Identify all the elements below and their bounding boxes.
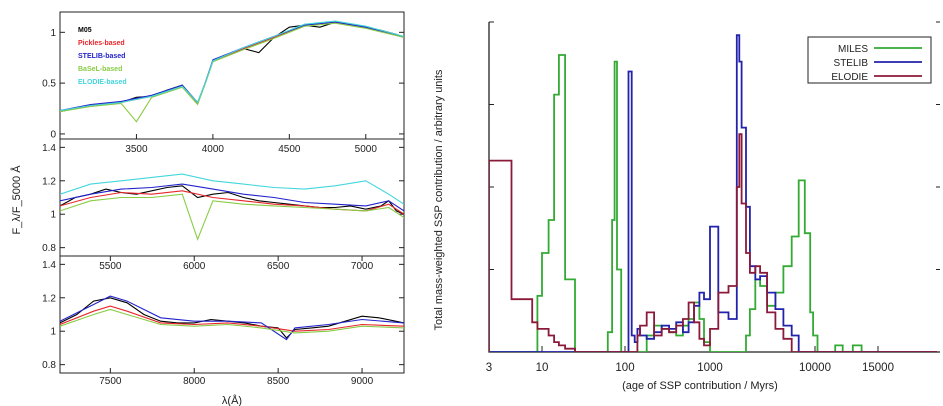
legend-entry-basel: BaSeL-based xyxy=(78,66,122,73)
legend-entry-elodie-hist: ELODIE xyxy=(831,72,868,83)
spectrum-line-basel-based xyxy=(60,193,404,241)
spectra-x-tick-label: 5000 xyxy=(355,144,378,155)
spectrum-line-elodie-based xyxy=(60,173,404,205)
spectra-x-tick-label: 5500 xyxy=(99,261,122,272)
spectra-y-tick-label: 0 xyxy=(50,129,56,140)
legend-entry-pickles: Pickles-based xyxy=(78,40,125,47)
spectra-y-tick-label: 1.2 xyxy=(42,176,56,187)
spectra-y-tick-label: 0.8 xyxy=(42,360,56,371)
spectrum-line-stelib-based xyxy=(60,295,404,341)
spectra-y-tick-label: 0.5 xyxy=(42,79,56,90)
spectra-x-tick-label: 6500 xyxy=(267,261,290,272)
histogram-y-axis-label: Total mass-weighted SSP contribution / a… xyxy=(433,69,445,330)
spectra-subplot-middle-frame xyxy=(59,138,405,257)
spectrum-line-pickles-based xyxy=(60,305,404,332)
legend-entry-miles: MILES xyxy=(838,44,868,55)
spectra-x-tick-label: 4500 xyxy=(278,144,301,155)
spectrum-line-m05 xyxy=(60,297,404,339)
spectra-x-tick-label: 6000 xyxy=(183,261,206,272)
histogram-series xyxy=(489,34,937,352)
spectra-x-tick-label: 9000 xyxy=(351,376,374,387)
spectra-x-tick-label: 4000 xyxy=(202,144,225,155)
histogram-x-axis-label: (age of SSP contribution / Myrs) xyxy=(622,380,778,392)
legend-entry-m05: M05 xyxy=(78,27,92,34)
spectra-y-tick-label: 1 xyxy=(50,210,56,221)
spectra-x-tick-label: 7000 xyxy=(351,261,374,272)
spectra-y-tick-label: 1.4 xyxy=(42,143,56,154)
spectra-y-tick-label: 1 xyxy=(50,28,56,39)
histogram-line-stelib xyxy=(489,34,937,352)
histogram-x-tick-label: 10000 xyxy=(799,362,831,374)
spectra-x-tick-label: 8500 xyxy=(267,376,290,387)
ssp-histogram-panel: 3 10 100 1000 10000 15000 MILES STELIB ELODIE… xyxy=(433,21,940,392)
legend-entry-elodie: ELODIE-based xyxy=(78,79,127,86)
spectra-panel: 3500 4000 4500 5000 0 0.5 1 0.8 1 1.2 1.4 5500 6000 6… xyxy=(10,11,405,406)
legend-entry-stelib: STELIB-based xyxy=(78,53,125,60)
spectrum-line-stelib-based xyxy=(60,183,404,212)
spectrum-line-elodie-based xyxy=(60,20,404,112)
histogram-line-elodie xyxy=(489,133,937,352)
spectra-subplot-bottom-frame xyxy=(59,255,405,374)
legend-entry-stelib-hist: STELIB xyxy=(834,58,869,69)
spectra-x-tick-label: 3500 xyxy=(125,144,148,155)
histogram-x-tick-label: 10 xyxy=(536,362,549,374)
spectra-x-axis-label: λ(Å) xyxy=(222,394,242,406)
spectra-y-tick-label: 1.4 xyxy=(42,260,56,271)
spectra-y-axis-label: F_λ/F_5000 Å xyxy=(10,165,23,235)
spectra-y-tick-label: 1.2 xyxy=(42,293,56,304)
histogram-x-tick-label: 100 xyxy=(615,362,634,374)
spectra-ticks: 3500 4000 4500 5000 0 0.5 1 0.8 1 1.2 1.4 5500 6000 6… xyxy=(42,28,404,387)
spectra-x-tick-label: 7500 xyxy=(99,376,122,387)
histogram-x-tick-label: 3 xyxy=(486,362,492,374)
spectrum-line-basel-based xyxy=(60,308,404,334)
spectra-subplot-top-frame xyxy=(59,11,405,140)
spectra-legend: M05 Pickles-based STELIB-based BaSeL-bas… xyxy=(78,27,127,86)
spectra-x-tick-label: 8000 xyxy=(183,376,206,387)
spectra-series xyxy=(60,20,404,341)
histogram-legend: MILES STELIB ELODIE xyxy=(807,36,932,84)
spectra-y-tick-label: 1 xyxy=(50,327,56,338)
histogram-ticks: 3 10 100 1000 10000 15000 xyxy=(486,21,940,374)
histogram-x-tick-label: 15000 xyxy=(862,362,894,374)
histogram-x-tick-label: 1000 xyxy=(697,362,723,374)
histogram-line-miles xyxy=(489,54,937,352)
spectra-y-tick-label: 0.8 xyxy=(42,243,56,254)
